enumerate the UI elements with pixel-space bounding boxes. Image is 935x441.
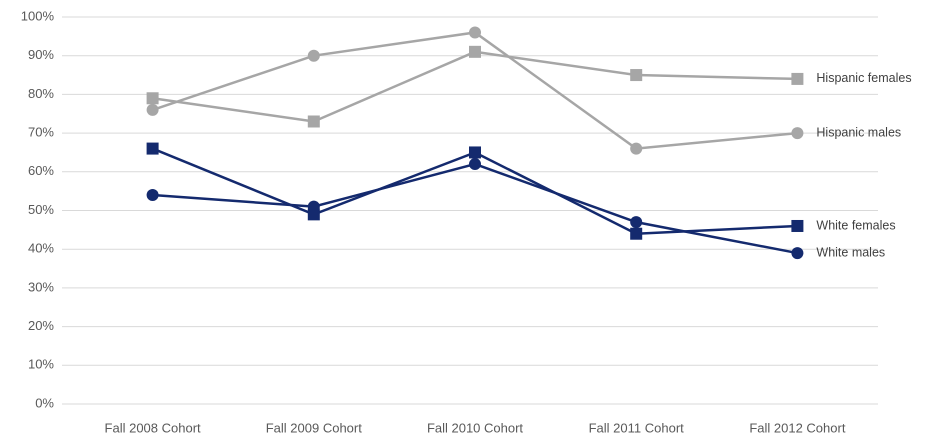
marker <box>307 49 320 62</box>
marker <box>791 219 804 232</box>
marker <box>791 247 804 260</box>
y-tick-label: 30% <box>28 279 54 294</box>
y-tick-label: 40% <box>28 241 54 256</box>
x-tick-label: Fall 2010 Cohort <box>427 420 523 435</box>
y-tick-label: 90% <box>28 47 54 62</box>
y-tick-label: 50% <box>28 202 54 217</box>
marker <box>630 142 643 155</box>
marker <box>791 127 804 140</box>
marker <box>630 216 643 229</box>
x-tick-label: Fall 2008 Cohort <box>105 420 201 435</box>
marker <box>469 158 481 171</box>
x-tick-label: Fall 2011 Cohort <box>589 420 685 435</box>
x-tick-label: Fall 2009 Cohort <box>266 420 362 435</box>
y-tick-label: 10% <box>28 357 54 372</box>
marker <box>630 69 643 82</box>
marker <box>146 142 159 155</box>
series-line <box>152 162 798 255</box>
series-label: White females <box>816 218 895 232</box>
marker <box>630 227 643 240</box>
series-line <box>152 50 798 123</box>
marker <box>469 45 481 58</box>
marker <box>146 103 159 116</box>
marker <box>307 115 320 128</box>
y-tick-label: 0% <box>35 395 54 410</box>
series-label: Hispanic females <box>816 71 911 85</box>
series-label: Hispanic males <box>816 125 901 139</box>
marker <box>146 189 159 202</box>
marker <box>469 146 481 159</box>
y-tick-label: 80% <box>28 86 54 101</box>
x-tick-label: Fall 2012 Cohort <box>749 420 845 435</box>
marker <box>469 26 481 39</box>
marker <box>307 200 320 213</box>
y-tick-label: 20% <box>28 318 54 333</box>
y-tick-label: 70% <box>28 125 54 140</box>
series-label: White males <box>816 245 885 259</box>
y-tick-label: 60% <box>28 163 54 178</box>
marker <box>146 92 159 105</box>
marker <box>791 72 804 85</box>
y-tick-label: 100% <box>21 8 55 23</box>
